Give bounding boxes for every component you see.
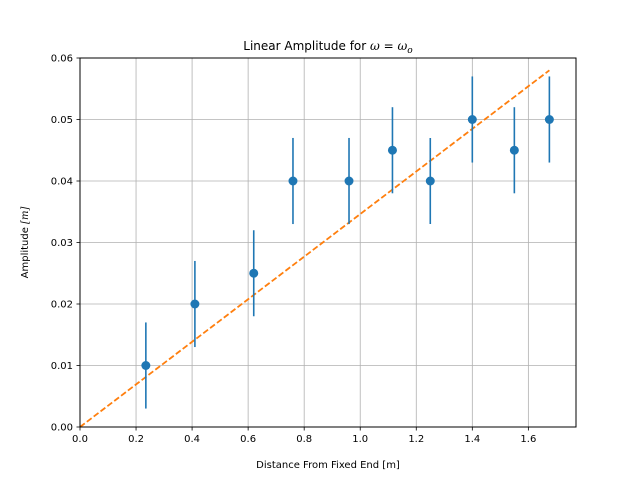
fit-line bbox=[79, 69, 550, 428]
data-point bbox=[288, 176, 298, 186]
y-tick-label: 0.06 bbox=[51, 54, 73, 65]
data-point bbox=[141, 361, 151, 370]
x-tick-label: 1.6 bbox=[520, 434, 536, 445]
data-point bbox=[425, 176, 435, 186]
axes: 0.0 0.2 0.4 0.6 0.8 1.0 1.2 1.4 1.6 0.00 0.01 0.02 0… bbox=[51, 54, 537, 446]
chart-title-math: ω = ω bbox=[370, 39, 407, 53]
y-axis-label-text: Amplitude bbox=[20, 224, 31, 278]
x-tick-label: 1.0 bbox=[352, 434, 368, 445]
x-tick-label: 0.0 bbox=[72, 434, 88, 445]
data-point bbox=[387, 145, 397, 155]
data-point bbox=[344, 176, 354, 186]
x-tick-label: 0.8 bbox=[296, 434, 312, 445]
data-point bbox=[467, 115, 477, 124]
x-tick-label: 0.4 bbox=[184, 434, 200, 445]
x-tick-label: 1.2 bbox=[408, 434, 424, 445]
data-point bbox=[249, 268, 259, 278]
chart-title-math-subscript: o bbox=[407, 46, 413, 56]
y-tick-label: 0.03 bbox=[51, 238, 73, 249]
grid bbox=[79, 57, 576, 428]
data-layer bbox=[141, 76, 554, 409]
y-tick-label: 0.04 bbox=[51, 177, 73, 188]
x-tick-label: 0.6 bbox=[240, 434, 256, 445]
y-tick-label: 0.01 bbox=[51, 361, 73, 372]
chart-title: Linear Amplitude for ω = ωo bbox=[243, 39, 413, 56]
data-point bbox=[190, 299, 200, 309]
data-point bbox=[544, 115, 554, 124]
data-point bbox=[509, 145, 519, 155]
y-tick-label: 0.02 bbox=[51, 300, 73, 311]
x-axis-label: Distance From Fixed End [m] bbox=[256, 460, 400, 471]
chart-title-text: Linear Amplitude for bbox=[243, 39, 370, 53]
y-axis-label-unit: [m] bbox=[20, 207, 31, 224]
fit-line-layer bbox=[79, 69, 550, 428]
y-tick-label: 0.00 bbox=[51, 423, 73, 434]
x-tick-label: 1.4 bbox=[464, 434, 480, 445]
y-tick-label: 0.05 bbox=[51, 115, 73, 126]
y-axis-label: Amplitude [m] bbox=[20, 207, 31, 279]
x-tick-label: 0.2 bbox=[128, 434, 144, 445]
